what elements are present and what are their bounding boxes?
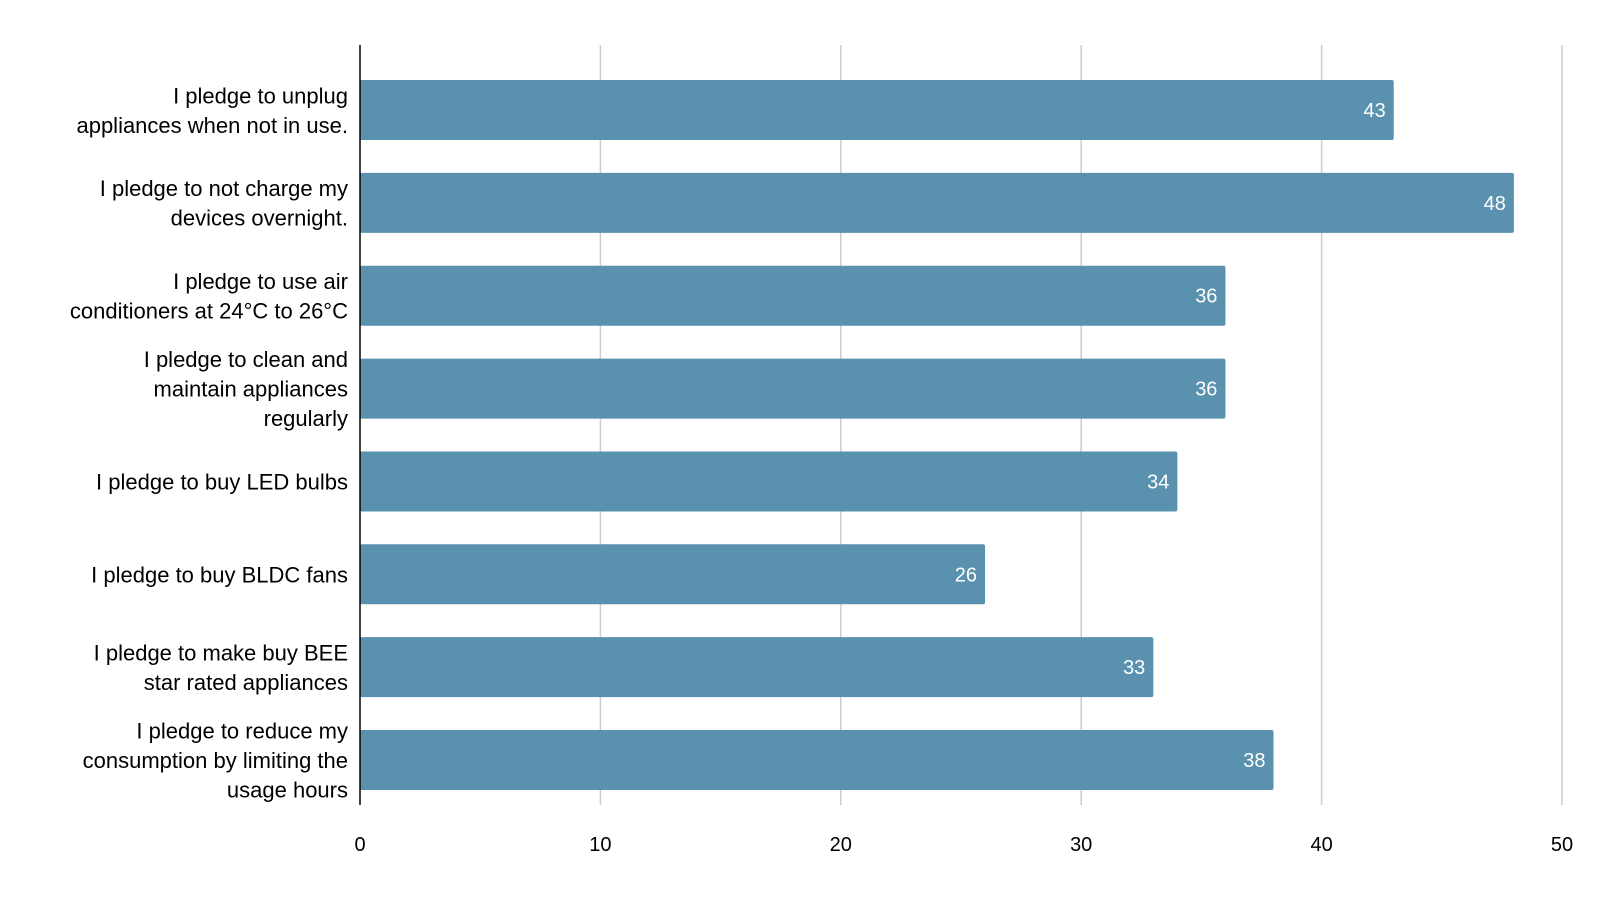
category-label-5: I pledge to buy LED bulbs [96, 469, 348, 494]
data-label-3: 36 [1195, 286, 1217, 308]
x-tick-label-30: 30 [1070, 834, 1092, 856]
category-label-line: regularly [264, 406, 348, 431]
data-label-6: 26 [955, 564, 977, 586]
category-label-4: I pledge to clean and maintain appliances… [144, 347, 348, 431]
category-label-line: I pledge to make buy BEE [94, 640, 348, 665]
bar-3 [360, 265, 1226, 326]
category-label-8: I pledge to reduce my consumption by limi… [83, 719, 348, 803]
category-label-2: I pledge to not charge my devices overnig… [100, 176, 348, 231]
category-label-6: I pledge to buy BLDC fans [91, 562, 348, 587]
bars [360, 80, 1514, 791]
x-tick-label-40: 40 [1310, 834, 1332, 856]
x-tick-label-0: 0 [354, 834, 365, 856]
category-label-line: consumption by limiting the [83, 748, 348, 773]
bar-4 [360, 358, 1226, 419]
bar-5 [360, 451, 1178, 512]
category-label-line: I pledge to not charge my [100, 176, 348, 201]
bar-1 [360, 80, 1394, 140]
category-label-line: I pledge to clean and [144, 347, 348, 372]
category-label-line: appliances when not in use. [76, 113, 348, 138]
data-label-8: 38 [1243, 750, 1265, 772]
category-label-line: star rated appliances [144, 670, 348, 695]
category-label-7: I pledge to make buy BEE star rated appli… [94, 640, 348, 695]
data-label-4: 36 [1195, 379, 1217, 401]
bar-6 [360, 544, 986, 605]
category-label-line: I pledge to unplug [173, 83, 348, 108]
category-label-line: I pledge to use air [173, 269, 348, 294]
bar-8 [360, 730, 1274, 791]
bar-2 [360, 172, 1514, 233]
bar-7 [360, 637, 1154, 698]
data-label-2: 48 [1484, 193, 1506, 215]
category-label-line: maintain appliances [154, 377, 348, 402]
x-tick-label-20: 20 [830, 834, 852, 856]
category-label-line: devices overnight. [171, 206, 348, 231]
category-label-line: I pledge to buy LED bulbs [96, 469, 348, 494]
category-label-line: conditioners at 24°C to 26°C [70, 298, 348, 323]
x-tick-label-50: 50 [1551, 834, 1573, 856]
category-label-1: I pledge to unplug appliances when not in… [76, 83, 348, 138]
labels: 0 10 20 30 40 50 43 I pledge to unplug appliance… [70, 83, 1573, 856]
category-label-line: I pledge to buy BLDC fans [91, 562, 348, 587]
x-tick-label-10: 10 [589, 834, 611, 856]
data-label-5: 34 [1147, 471, 1169, 493]
category-label-3: I pledge to use air conditioners at 24°C … [70, 269, 348, 324]
data-label-1: 43 [1363, 100, 1385, 122]
category-label-line: usage hours [227, 778, 348, 803]
category-label-line: I pledge to reduce my [136, 719, 348, 744]
data-label-7: 33 [1123, 657, 1145, 679]
